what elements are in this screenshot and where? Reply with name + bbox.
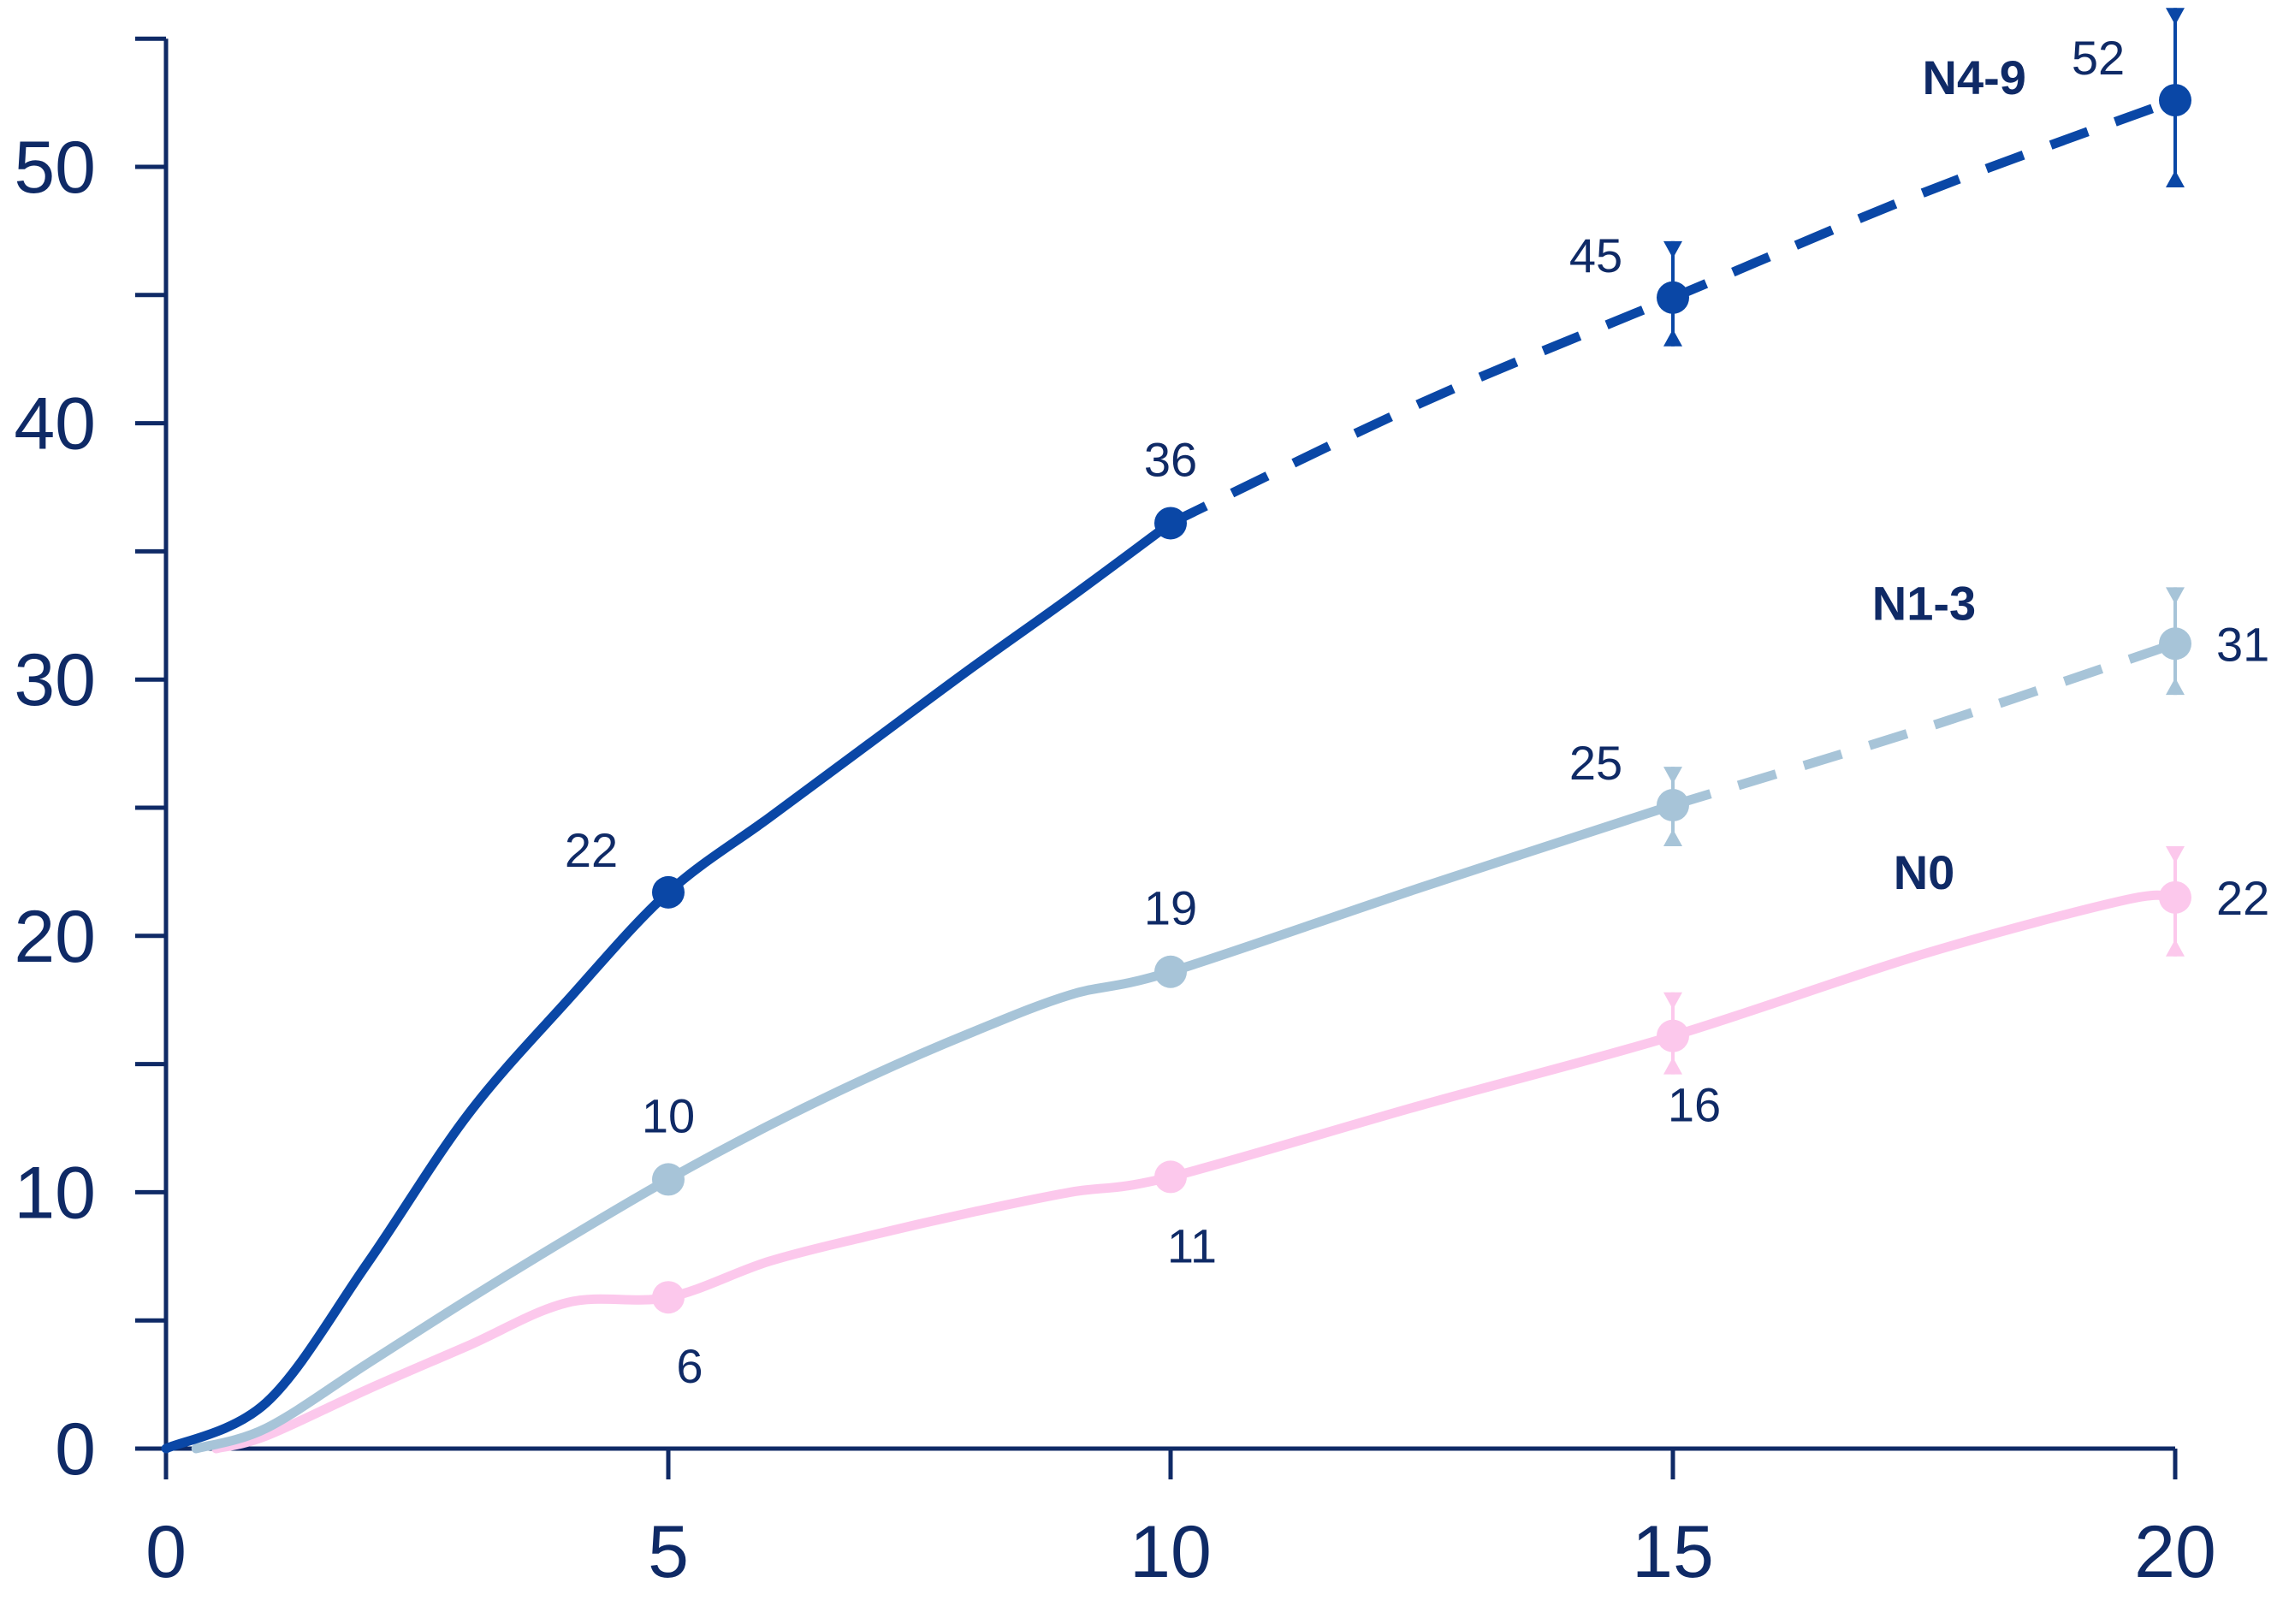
data-label-n4-9: 45 bbox=[1569, 228, 1622, 282]
x-tick-label: 20 bbox=[2134, 1511, 2216, 1593]
data-label-n4-9: 22 bbox=[565, 823, 618, 877]
data-label-n1-3: 25 bbox=[1569, 736, 1622, 790]
error-cap-top-n0 bbox=[2166, 845, 2185, 863]
error-cap-bottom-n0 bbox=[2166, 939, 2185, 957]
y-tick-label: 10 bbox=[14, 1152, 96, 1234]
data-point-n0 bbox=[652, 1281, 685, 1314]
data-label-n0: 22 bbox=[2216, 871, 2269, 925]
error-cap-bottom-n4-9 bbox=[2166, 169, 2185, 187]
data-label-n0: 11 bbox=[1167, 1218, 1217, 1272]
x-tick-label: 15 bbox=[1632, 1511, 1714, 1593]
data-point-n1-3 bbox=[1154, 955, 1187, 988]
y-tick-label: 40 bbox=[14, 383, 96, 465]
data-label-n4-9: 36 bbox=[1144, 432, 1197, 486]
data-point-n4-9 bbox=[2159, 84, 2191, 117]
series-line-n1-3 bbox=[191, 800, 1678, 1454]
data-markers bbox=[652, 8, 2191, 1314]
series-name-n4-9: N4-9 bbox=[1923, 50, 2026, 104]
data-label-n4-9: 52 bbox=[2072, 31, 2125, 85]
error-cap-top-n4-9 bbox=[1663, 240, 1682, 258]
data-label-n0: 6 bbox=[676, 1339, 703, 1393]
error-cap-bottom-n4-9 bbox=[1663, 329, 1682, 347]
data-label-n1-3: 31 bbox=[2216, 617, 2269, 671]
x-tick-label: 0 bbox=[145, 1511, 187, 1593]
data-label-n1-3: 19 bbox=[1144, 881, 1197, 935]
y-tick-label: 30 bbox=[14, 639, 96, 721]
x-tick-label: 5 bbox=[648, 1511, 689, 1593]
data-point-n0 bbox=[1657, 1019, 1689, 1052]
data-point-n0 bbox=[1154, 1160, 1187, 1194]
data-label-n0: 16 bbox=[1668, 1078, 1721, 1132]
error-cap-bottom-n1-3 bbox=[2166, 678, 2185, 696]
series-name-n0: N0 bbox=[1894, 845, 1955, 899]
y-tick-label: 20 bbox=[14, 896, 96, 978]
y-tick-label: 50 bbox=[14, 127, 96, 209]
data-point-n4-9 bbox=[652, 875, 685, 909]
data-point-n1-3 bbox=[2159, 627, 2191, 661]
y-tick-label: 0 bbox=[55, 1408, 96, 1491]
series-line-n0 bbox=[211, 890, 2180, 1454]
axes: 0 10 20 30 40 50 0 5 10 15 20 bbox=[14, 36, 2216, 1593]
error-cap-bottom-n0 bbox=[1663, 1057, 1682, 1075]
data-label-n1-3: 10 bbox=[642, 1088, 695, 1142]
data-point-n0 bbox=[2159, 880, 2191, 914]
series-name-n1-3: N1-3 bbox=[1872, 576, 1976, 630]
error-cap-bottom-n1-3 bbox=[1663, 828, 1682, 846]
error-cap-top-n0 bbox=[1663, 992, 1682, 1010]
series-dashed-line-n1-3 bbox=[1671, 639, 2177, 810]
error-cap-top-n1-3 bbox=[2166, 587, 2185, 605]
error-cap-top-n1-3 bbox=[1663, 767, 1682, 785]
data-point-n4-9 bbox=[1154, 507, 1187, 540]
x-tick-label: 10 bbox=[1130, 1511, 1212, 1593]
data-point-n1-3 bbox=[1657, 789, 1689, 822]
labels: 6 11 16 22 N0 10 19 25 31 N1-3 22 36 45 52 N4-9 bbox=[565, 31, 2269, 1393]
data-point-n1-3 bbox=[652, 1163, 685, 1196]
error-cap-top-n4-9 bbox=[2166, 8, 2185, 26]
data-point-n4-9 bbox=[1657, 281, 1689, 314]
